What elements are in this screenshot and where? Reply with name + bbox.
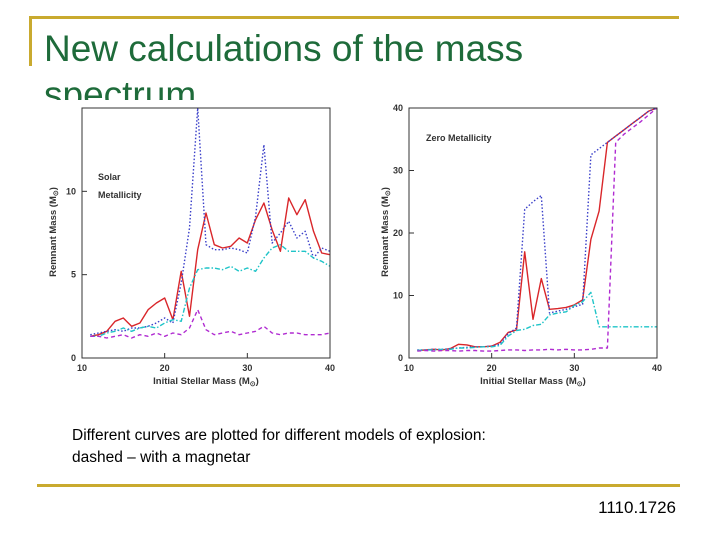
y-tick-label: 0 [71,353,76,363]
x-tick-label: 20 [487,363,497,373]
x-tick-label: 20 [160,363,170,373]
y-tick-label: 20 [393,228,403,238]
chart-series-group [90,107,331,339]
y-axis-label: Remnant Mass (M⊙) [48,187,60,277]
y-tick-label: 30 [393,166,403,176]
x-axis-label: Initial Stellar Mass (M⊙) [480,376,586,388]
x-axis-label: Initial Stellar Mass (M⊙) [153,376,259,388]
y-axis-label: Remnant Mass (M⊙) [380,187,392,277]
series-line-magenta-dashed [417,107,658,352]
y-tick-label: 0 [398,353,403,363]
tick-group: 10 20 30 40 0 5 10 [66,186,335,373]
reference-id: 1110.1726 [598,498,676,517]
figure: 10 20 30 40 0 5 10 Solar Metallicity Initial S… [40,100,680,400]
series-line-red-solid [90,197,331,337]
series-line-blue-dotted [417,107,658,351]
bottom-rule [37,484,680,487]
chart-series-group [417,107,658,352]
caption: Different curves are plotted for differe… [72,425,632,469]
y-tick-label: 5 [71,270,76,280]
series-line-magenta-dashed [90,308,331,339]
x-tick-label: 10 [404,363,414,373]
left-rule [29,16,32,66]
x-tick-label: 30 [569,363,579,373]
annotation-line2: Metallicity [98,190,142,200]
y-tick-label: 10 [393,291,403,301]
y-tick-label: 10 [66,186,76,196]
x-tick-label: 40 [652,363,662,373]
caption-line-1: Different curves are plotted for differe… [72,427,486,444]
y-tick-label: 40 [393,103,403,113]
slide-title: New calculations of the mass spectrum [44,28,524,100]
x-tick-label: 10 [77,363,87,373]
annotation-line1: Zero Metallicity [426,133,492,143]
chart-solar-metallicity: 10 20 30 40 0 5 10 Solar Metallicity Initial S… [48,107,335,388]
x-tick-label: 40 [325,363,335,373]
series-line-cyan-dash-dot [417,291,657,352]
top-rule [29,16,679,19]
plot-frame [81,107,331,359]
caption-line-2: dashed – with a magnetar [72,449,251,466]
annotation-line1: Solar [98,172,121,182]
x-tick-label: 30 [242,363,252,373]
